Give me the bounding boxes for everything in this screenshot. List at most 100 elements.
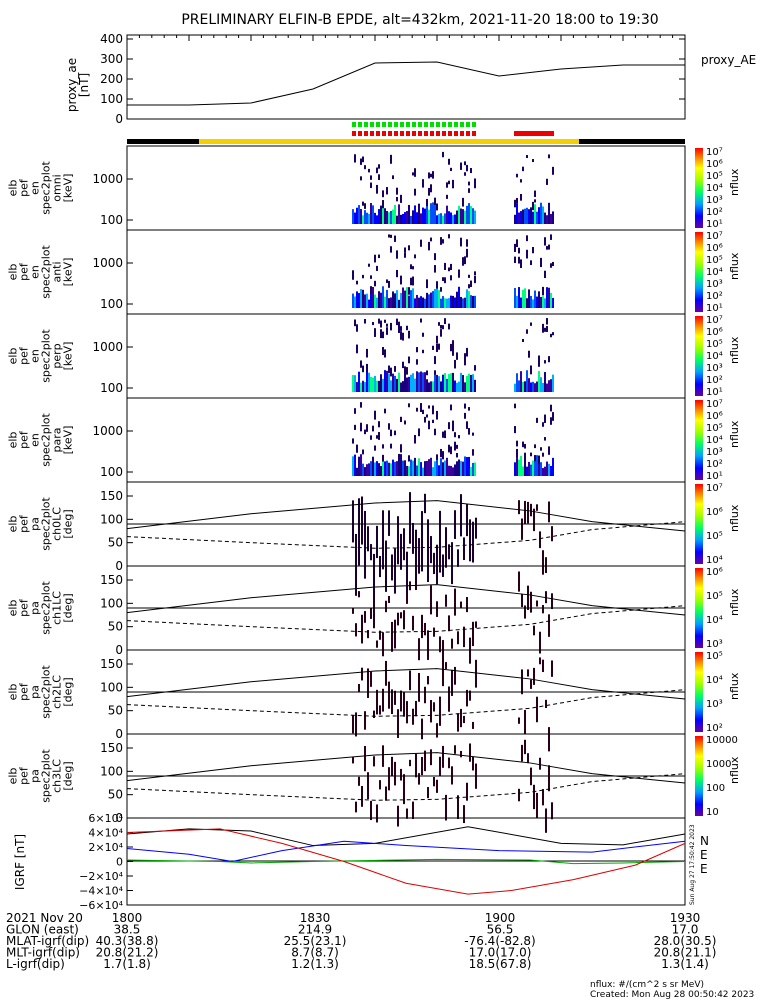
pitch-cell: [454, 745, 456, 754]
spectrogram-cell: [424, 416, 426, 423]
spectrogram-cell: [378, 421, 380, 428]
spectrogram-cell: [358, 293, 360, 308]
spectrogram-cell: [438, 322, 440, 326]
spectrogram-cell: [466, 421, 468, 429]
spectrogram-cell: [472, 449, 474, 456]
colorbar-tick-label: 10³: [706, 639, 723, 650]
spectrogram-cell: [368, 168, 370, 173]
spectrogram-cell: [400, 275, 402, 285]
spectrogram-cell: [416, 407, 418, 412]
igrf-total-line: [126, 828, 686, 895]
spectrogram-cell: [360, 176, 362, 181]
spectrogram-cell: [426, 292, 428, 308]
spectrogram-cell: [398, 204, 400, 224]
spectrogram-cell: [474, 271, 476, 276]
pitch-cell: [469, 637, 471, 664]
pitch-cell: [373, 756, 375, 767]
pitch-cell: [475, 621, 477, 628]
spectrogram-cell: [416, 212, 418, 224]
spectrogram-cell: [520, 211, 522, 224]
pitch-cell: [442, 745, 444, 768]
spectrogram-cell: [390, 297, 392, 308]
spectrogram-cell: [540, 259, 542, 268]
spectrogram-cell: [544, 360, 546, 364]
created-stamp: Created: Mon Aug 28 00:50:42 2023: [590, 990, 754, 1000]
spectrogram-cell: [434, 370, 436, 375]
spectrogram-cell: [548, 446, 550, 455]
spectrogram-cell: [532, 211, 534, 224]
spectrogram-cell: [530, 322, 532, 326]
spectrogram-cell: [354, 424, 356, 430]
pitch-cell: [460, 750, 462, 758]
colorbar-tick-label: 10⁴: [706, 675, 723, 686]
spectrogram-cell: [360, 158, 362, 165]
spectrogram-cell: [404, 290, 406, 308]
spin-green-mark: [454, 122, 458, 127]
spectrogram-cell: [432, 291, 434, 308]
spectrogram-cell: [404, 366, 406, 376]
spectrogram-cell: [382, 190, 384, 198]
spectrogram-cell: [464, 382, 466, 392]
colorbar-tick-label: 10⁴: [706, 267, 723, 278]
pitch-cell: [403, 692, 405, 717]
spectrogram-cell: [468, 188, 470, 193]
spectrogram-cell: [374, 212, 376, 224]
pitch-cell: [424, 622, 426, 636]
pitch-cell: [545, 699, 547, 708]
pitch-cell: [412, 522, 414, 554]
proxy-ae-ylabel: proxy_ae[nT]: [65, 58, 91, 112]
pitch-cell: [367, 630, 369, 639]
pitch-cell: [466, 504, 468, 537]
pitch-cell: [352, 607, 354, 614]
spectrogram-cell: [424, 372, 426, 392]
spectrogram-cell: [362, 463, 364, 476]
spectrogram-cell: [416, 359, 418, 365]
spectrogram-cell: [410, 277, 412, 286]
ytick-label: 150: [100, 657, 123, 671]
spectrogram-cell: [368, 372, 370, 392]
pitch-cell: [361, 614, 363, 644]
spectrogram-cell: [442, 151, 444, 158]
spectrogram-cell: [352, 293, 354, 308]
spectrogram-cell: [384, 319, 386, 323]
spectrogram-cell: [430, 381, 432, 392]
panel-ylabel: elbpefenspec2plotomni[keV]: [7, 161, 75, 215]
pitch-cell: [427, 630, 429, 660]
spectrogram-cell: [386, 460, 388, 476]
spectrogram-cell: [442, 325, 444, 330]
spectrogram-cell: [406, 465, 408, 476]
spin-green-mark: [406, 122, 410, 127]
spectrogram-cell: [440, 298, 442, 308]
spectrogram-cell: [544, 298, 546, 308]
spectrogram-cell: [414, 205, 416, 224]
spectrogram-cell: [428, 459, 430, 476]
pitch-cell: [527, 669, 529, 677]
spectrogram-cell: [422, 207, 424, 224]
footer-row-value: 38.5: [114, 923, 141, 937]
spectrogram-cell: [354, 154, 356, 163]
spectrogram-cell: [526, 298, 528, 308]
spectrogram-cell: [474, 210, 476, 224]
colorbar-label: nflux: [728, 588, 741, 616]
spectrogram-cell: [420, 213, 422, 224]
spectrogram-cell: [542, 296, 544, 308]
figure-title: PRELIMINARY ELFIN-B EPDE, alt=432km, 202…: [181, 12, 658, 28]
spectrogram-cell: [390, 380, 392, 392]
pitch-cell: [457, 713, 459, 732]
spectrogram-cell: [524, 457, 526, 476]
spectrogram-cell: [398, 455, 400, 476]
ae-ytick-label: 0: [115, 112, 123, 126]
spectrogram-cell: [464, 210, 466, 224]
spectrogram-cell: [388, 423, 390, 430]
spin-green-mark: [388, 122, 392, 127]
spectrogram-cell: [522, 289, 524, 308]
spectrogram-cell: [408, 295, 410, 308]
pitch-cell: [530, 679, 532, 689]
spectrogram-cell: [400, 326, 402, 331]
colorbar-label: nflux: [728, 252, 741, 280]
spectrogram-cell: [540, 202, 542, 224]
spectrogram-cell: [376, 297, 378, 308]
spectrogram-cell: [382, 331, 384, 339]
spectrogram-cell: [470, 206, 472, 224]
